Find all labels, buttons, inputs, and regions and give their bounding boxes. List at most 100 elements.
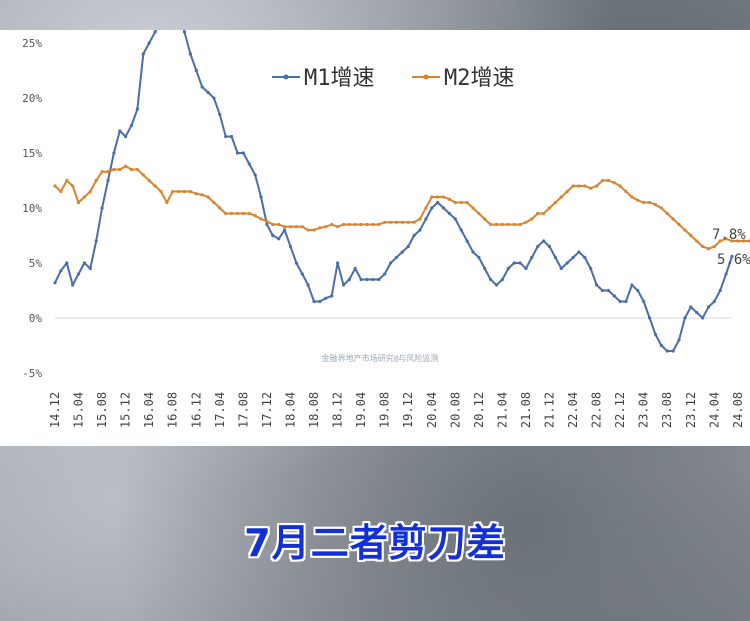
m1-data-point — [106, 178, 110, 183]
m2-data-point — [689, 233, 693, 238]
m1-data-point — [341, 283, 346, 287]
m1-data-point — [230, 134, 234, 139]
y-tick-label: 0% — [29, 312, 43, 325]
m2-data-point — [412, 220, 416, 224]
m2-data-point — [471, 206, 475, 210]
x-tick-label: 16.04 — [142, 392, 156, 428]
m1-data-point — [288, 244, 293, 249]
m2-data-point — [118, 167, 122, 172]
x-tick-label: 22.12 — [613, 392, 627, 428]
m1-data-point — [277, 237, 281, 241]
m2-data-point — [353, 222, 357, 227]
m2-data-point — [194, 192, 198, 196]
x-tick-label: 21.04 — [495, 392, 509, 428]
m1-data-point — [730, 254, 734, 258]
m2-data-point — [377, 222, 381, 227]
x-tick-label: 21.12 — [543, 392, 557, 428]
m1-data-point — [194, 68, 198, 73]
m1-data-point — [612, 294, 616, 298]
m2-series-line — [54, 165, 750, 250]
m1-data-point — [65, 261, 69, 265]
m2-data-point — [577, 184, 581, 188]
m2-data-point — [288, 225, 293, 229]
legend-m2-marker — [423, 74, 429, 80]
x-tick-label: 18.04 — [283, 392, 297, 428]
m1-data-point — [618, 299, 622, 304]
m1-data-point — [453, 217, 457, 221]
m2-data-point — [306, 228, 310, 232]
m2-data-point — [235, 211, 240, 216]
m1-data-point — [112, 151, 116, 155]
x-tick-label: 15.12 — [119, 392, 133, 428]
m1-data-point — [347, 277, 351, 282]
m2-data-point — [394, 220, 398, 224]
x-tick-label: 17.04 — [213, 392, 227, 428]
m2-data-point — [518, 222, 522, 227]
m1-data-point — [542, 239, 546, 243]
m1-data-point — [241, 151, 245, 155]
m1-data-point — [547, 244, 552, 249]
m2-data-point — [565, 189, 569, 194]
m2-data-point — [312, 228, 316, 232]
m2-data-point — [230, 211, 234, 216]
m2-data-point — [630, 195, 634, 199]
m1-data-point — [447, 211, 451, 216]
m2-data-point — [489, 222, 493, 227]
m2-data-point — [300, 225, 304, 229]
m1-data-point — [294, 261, 298, 265]
m1-data-point — [571, 255, 575, 260]
m1-series-line — [54, 9, 733, 352]
legend-m1-label: M1增速 — [304, 66, 375, 91]
m2-data-point — [706, 247, 711, 251]
m2-data-point — [147, 178, 151, 183]
m2-data-point — [330, 222, 334, 227]
x-tick-label: 15.04 — [72, 392, 86, 428]
m1-data-point — [59, 269, 63, 273]
legend-m1-marker — [283, 74, 289, 80]
m1-data-point — [477, 255, 481, 260]
m1-data-point — [553, 255, 558, 260]
m1-data-point — [147, 41, 151, 45]
m1-data-point — [642, 299, 646, 304]
m2-data-point — [112, 167, 116, 172]
m1-data-point — [200, 85, 204, 89]
m1-data-point — [71, 283, 75, 287]
m1-data-point — [212, 96, 216, 100]
m2-data-point — [336, 225, 340, 229]
m1-data-point — [312, 299, 316, 304]
m1-data-point — [271, 233, 275, 238]
m2-data-point — [88, 189, 92, 194]
m1-data-point — [353, 266, 357, 271]
m1-data-point — [218, 112, 222, 117]
m2-data-point — [159, 189, 163, 194]
m2-data-point — [712, 244, 716, 249]
m2-data-point — [259, 217, 263, 221]
m2-data-point — [536, 211, 540, 216]
m1-data-point — [153, 30, 157, 34]
m2-data-point — [271, 222, 275, 227]
m1-data-point — [400, 250, 404, 254]
m2-data-point — [606, 178, 611, 183]
m2-data-point — [424, 206, 428, 210]
m2-data-point — [76, 200, 81, 205]
legend-m2-label: M2增速 — [444, 66, 515, 91]
m1-data-point — [718, 288, 722, 293]
m2-data-point — [247, 211, 251, 216]
m2-data-point — [65, 178, 69, 183]
m2-data-point — [135, 167, 139, 172]
m1-data-point — [530, 255, 534, 260]
m2-data-point — [559, 195, 563, 199]
m1-data-point — [583, 255, 587, 260]
m2-data-point — [365, 222, 369, 227]
x-tick-label: 16.12 — [189, 392, 203, 428]
x-tick-label: 24.08 — [731, 392, 745, 428]
m1-data-point — [459, 228, 463, 232]
m1-data-point — [324, 296, 328, 300]
m2-data-point — [218, 206, 222, 210]
y-tick-label: 20% — [22, 92, 42, 105]
y-tick-label: 25% — [22, 37, 42, 50]
m2-data-point — [371, 222, 375, 227]
m1-data-point — [406, 244, 410, 249]
m1-data-point — [653, 332, 658, 337]
m1-data-point — [88, 266, 92, 271]
